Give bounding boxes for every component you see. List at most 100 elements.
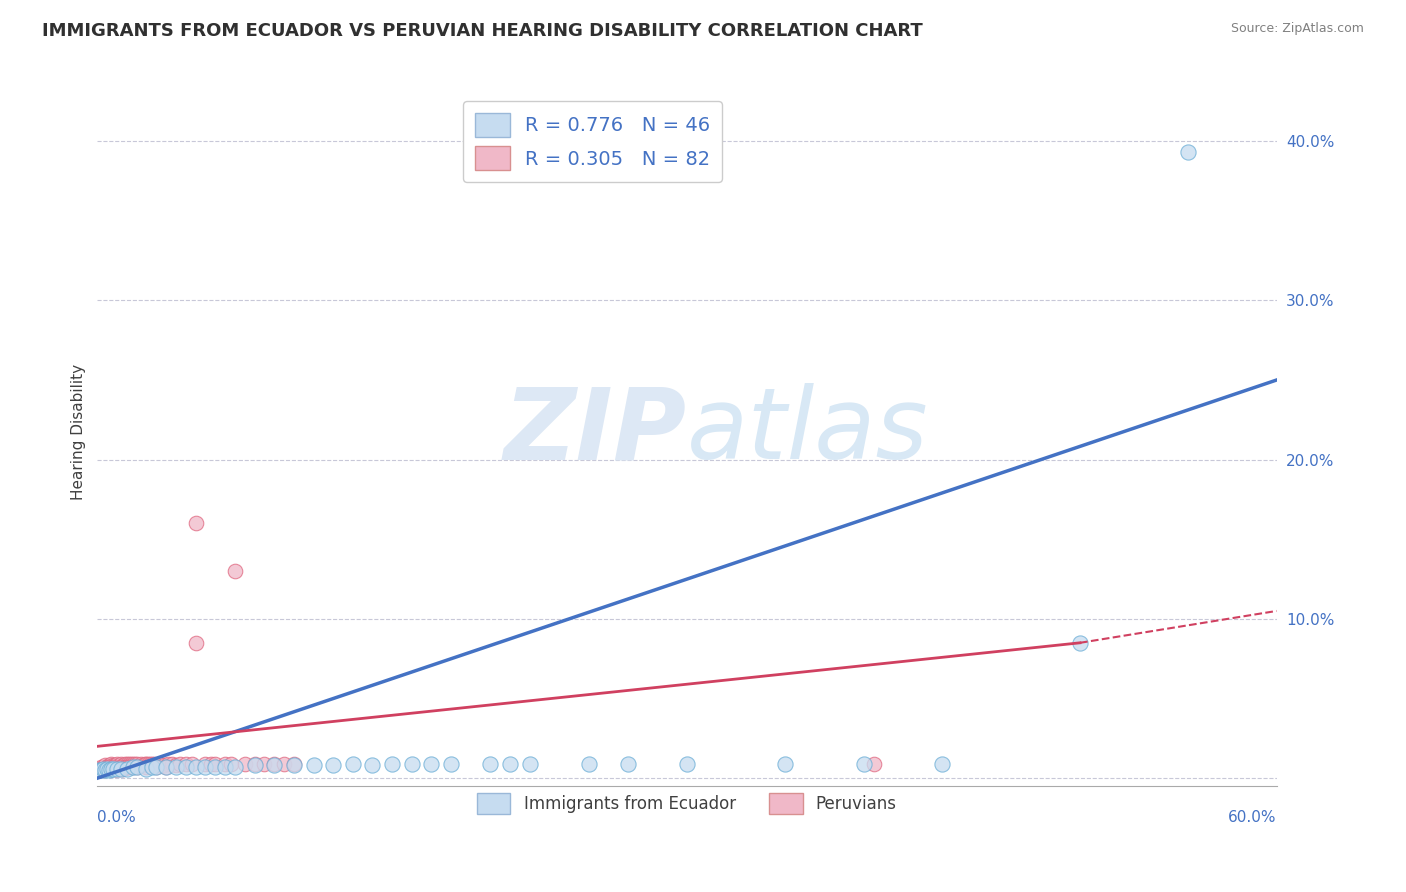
- Point: [138, 756, 160, 771]
- Point: [111, 758, 134, 772]
- Point: [676, 756, 699, 771]
- Point: [90, 763, 112, 777]
- Point: [479, 756, 502, 771]
- Point: [96, 760, 118, 774]
- Text: 60.0%: 60.0%: [1227, 810, 1277, 824]
- Point: [111, 762, 134, 776]
- Point: [100, 762, 122, 776]
- Point: [204, 756, 226, 771]
- Point: [204, 760, 226, 774]
- Point: [98, 760, 121, 774]
- Point: [155, 760, 177, 774]
- Point: [1177, 145, 1199, 160]
- Point: [121, 760, 143, 774]
- Point: [149, 756, 172, 771]
- Point: [233, 756, 256, 771]
- Point: [174, 760, 197, 774]
- Point: [145, 760, 167, 774]
- Point: [283, 758, 305, 772]
- Point: [931, 756, 953, 771]
- Text: 0.0%: 0.0%: [97, 810, 136, 824]
- Point: [91, 762, 114, 776]
- Point: [283, 756, 305, 771]
- Point: [110, 762, 132, 776]
- Point: [157, 756, 180, 771]
- Point: [108, 758, 131, 772]
- Point: [214, 760, 236, 774]
- Point: [184, 636, 207, 650]
- Point: [224, 564, 246, 578]
- Point: [108, 762, 131, 776]
- Point: [617, 756, 640, 771]
- Point: [121, 760, 143, 774]
- Point: [89, 763, 111, 777]
- Point: [101, 762, 124, 776]
- Point: [104, 762, 127, 776]
- Point: [263, 758, 285, 772]
- Point: [94, 762, 117, 776]
- Point: [253, 756, 276, 771]
- Point: [219, 756, 242, 771]
- Point: [118, 760, 141, 774]
- Point: [114, 756, 136, 771]
- Point: [200, 756, 222, 771]
- Point: [125, 760, 148, 774]
- Point: [401, 756, 423, 771]
- Point: [263, 756, 285, 771]
- Point: [91, 760, 114, 774]
- Point: [98, 763, 121, 777]
- Point: [499, 756, 522, 771]
- Point: [194, 756, 217, 771]
- Point: [180, 756, 202, 771]
- Point: [174, 756, 197, 771]
- Point: [852, 756, 875, 771]
- Point: [322, 758, 344, 772]
- Text: ZIP: ZIP: [503, 384, 688, 480]
- Point: [145, 760, 167, 774]
- Point: [155, 760, 177, 774]
- Point: [90, 763, 112, 777]
- Point: [773, 756, 796, 771]
- Point: [89, 762, 111, 776]
- Point: [243, 758, 266, 772]
- Point: [578, 756, 600, 771]
- Point: [96, 760, 118, 774]
- Point: [98, 758, 121, 772]
- Text: Source: ZipAtlas.com: Source: ZipAtlas.com: [1230, 22, 1364, 36]
- Point: [105, 762, 128, 776]
- Point: [224, 760, 246, 774]
- Point: [440, 756, 463, 771]
- Point: [165, 760, 187, 774]
- Y-axis label: Hearing Disability: Hearing Disability: [72, 364, 86, 500]
- Point: [101, 760, 124, 774]
- Point: [135, 762, 157, 776]
- Point: [273, 756, 295, 771]
- Point: [184, 760, 207, 774]
- Point: [105, 760, 128, 774]
- Point: [361, 758, 384, 772]
- Point: [110, 756, 132, 771]
- Point: [243, 756, 266, 771]
- Point: [302, 758, 325, 772]
- Point: [98, 760, 121, 774]
- Point: [90, 760, 112, 774]
- Point: [165, 758, 187, 772]
- Point: [104, 758, 127, 772]
- Point: [100, 762, 122, 776]
- Point: [104, 762, 127, 776]
- Point: [145, 758, 167, 772]
- Point: [519, 756, 541, 771]
- Point: [131, 758, 153, 772]
- Point: [125, 760, 148, 774]
- Point: [135, 756, 157, 771]
- Point: [115, 762, 138, 776]
- Point: [96, 762, 118, 776]
- Point: [139, 756, 162, 771]
- Point: [94, 758, 117, 772]
- Point: [381, 756, 404, 771]
- Point: [115, 760, 138, 774]
- Legend: Immigrants from Ecuador, Peruvians: Immigrants from Ecuador, Peruvians: [471, 787, 904, 821]
- Point: [143, 756, 166, 771]
- Point: [118, 756, 141, 771]
- Point: [862, 756, 884, 771]
